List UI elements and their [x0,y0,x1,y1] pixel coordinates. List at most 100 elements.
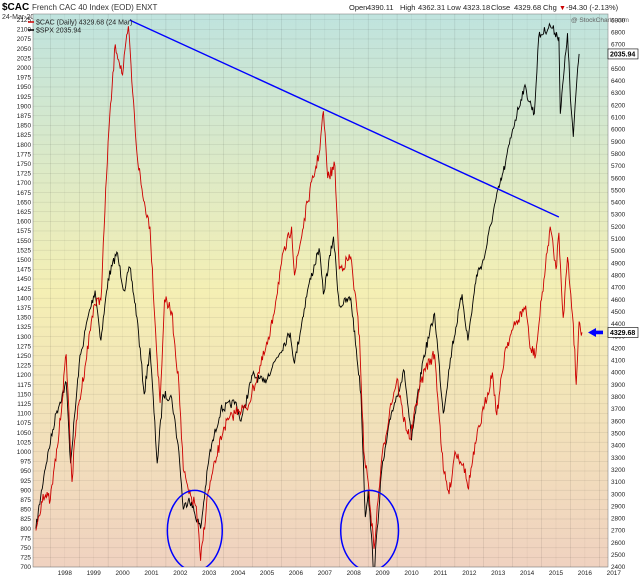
left-tick-label: 700 [20,564,31,571]
left-tick-label: 1575 [17,228,32,235]
x-tick-label: 2004 [231,570,246,576]
left-tick-label: 1550 [17,238,32,245]
left-tick-label: 1300 [17,334,32,341]
quote-date: 24-Mar-2016 [2,14,42,21]
x-tick-label: 2015 [549,570,564,576]
x-tick-label: 2002 [173,570,188,576]
right-tick-label: 4600 [611,297,626,304]
left-tick-label: 1325 [17,324,32,331]
right-tick-label: 4800 [611,273,626,280]
left-tick-label: 1150 [17,391,31,398]
left-tick-label: 1525 [17,247,32,254]
left-tick-label: 1925 [17,94,32,101]
right-tick-label: 3900 [611,382,626,389]
symbol-description: French CAC 40 Index (EOD) ENXT [32,3,157,12]
left-tick-label: 850 [20,507,31,514]
right-tick-label: 6300 [611,90,626,97]
x-tick-label: 2017 [607,570,622,576]
high-value: 4362.31 [418,3,445,12]
left-tick-label: 1100 [17,411,31,418]
watermark: @ StockCharts.com [571,17,629,24]
left-tick-label: 1000 [17,449,32,456]
right-tick-label: 3200 [611,467,626,474]
chg-down-icon: ▼ [559,5,566,12]
x-tick-label: 2014 [520,570,535,576]
close-label: Close [491,3,510,12]
right-tick-label: 2900 [611,503,626,510]
left-tick-label: 1225 [17,363,32,370]
left-tick-label: 1450 [17,276,32,283]
right-tick-label: 6800 [611,29,626,36]
chg-label: Chg [543,3,557,12]
spx-series-line [35,22,580,567]
low-circle-annotation [339,489,400,567]
right-tick-label: 3800 [611,394,626,401]
x-tick-label: 2016 [578,570,593,576]
close-value: 4329.68 [514,3,541,12]
right-tick-label: 5700 [611,163,626,170]
left-tick-label: 2025 [17,55,32,62]
right-tick-label: 4500 [611,309,626,316]
left-tick-label: 1900 [17,103,32,110]
legend-item-spx: $SPX 2035.94 [36,28,81,35]
left-tick-label: 1750 [17,161,32,168]
left-axis: 700 725 750 775 800 825 850 875 900 925 950 975 1000… [17,17,32,571]
left-tick-label: 1825 [17,132,32,139]
right-tick-label: 4700 [611,285,626,292]
left-tick-label: 1675 [17,190,32,197]
left-tick-label: 925 [20,478,31,485]
left-tick-label: 950 [20,468,31,475]
left-tick-label: 1975 [17,75,32,82]
chg-value: -94.30 (-2.13%) [566,3,619,12]
trendline-annotation [129,19,560,218]
right-tick-label: 2400 [611,564,626,571]
right-tick-label: 6400 [611,78,626,85]
left-tick-label: 1500 [17,257,32,264]
right-tick-label: 5400 [611,200,626,207]
left-tick-label: 2125 [17,17,32,24]
left-tick-label: 2100 [17,27,32,34]
right-tick-label: 5500 [611,187,626,194]
spx-last-value-badge: 2035.94 [607,48,639,60]
right-tick-label: 6700 [611,42,626,49]
left-tick-label: 1250 [17,353,32,360]
left-tick-label: 1375 [17,305,32,312]
left-tick-label: 975 [20,459,31,466]
right-tick-label: 3600 [611,418,626,425]
right-tick-label: 4900 [611,260,626,267]
right-tick-label: 6900 [611,17,626,24]
x-tick-label: 1998 [58,570,73,576]
open-label: Open [349,3,367,12]
right-tick-label: 6200 [611,102,626,109]
x-tick-label: 2008 [347,570,362,576]
left-tick-label: 1350 [17,315,32,322]
left-tick-label: 1075 [17,420,32,427]
right-tick-label: 3700 [611,406,626,413]
left-tick-label: 750 [20,545,31,552]
x-tick-label: 2009 [376,570,391,576]
left-tick-label: 900 [20,487,31,494]
left-tick-label: 800 [20,526,31,533]
arrow-left-icon [588,327,603,337]
left-tick-label: 725 [20,555,31,562]
x-tick-label: 2000 [115,570,130,576]
right-tick-label: 4100 [611,358,626,365]
left-tick-label: 775 [20,535,31,542]
x-tick-label: 2010 [404,570,419,576]
low-circle-annotation [166,489,224,567]
left-tick-label: 2075 [17,36,32,43]
right-tick-label: 3100 [611,479,626,486]
x-tick-label: 2001 [144,570,159,576]
left-tick-label: 2000 [17,65,32,72]
right-tick-label: 6100 [611,115,626,122]
right-tick-label: 6500 [611,66,626,73]
annotations [129,19,560,567]
legend-item-cac: $CAC (Daily) 4329.68 (24 Mar) [36,20,132,27]
right-tick-label: 6000 [611,127,626,134]
x-tick-label: 2006 [289,570,304,576]
left-tick-label: 1025 [17,439,32,446]
cac-series-line [35,26,583,561]
right-tick-label: 5000 [611,248,626,255]
